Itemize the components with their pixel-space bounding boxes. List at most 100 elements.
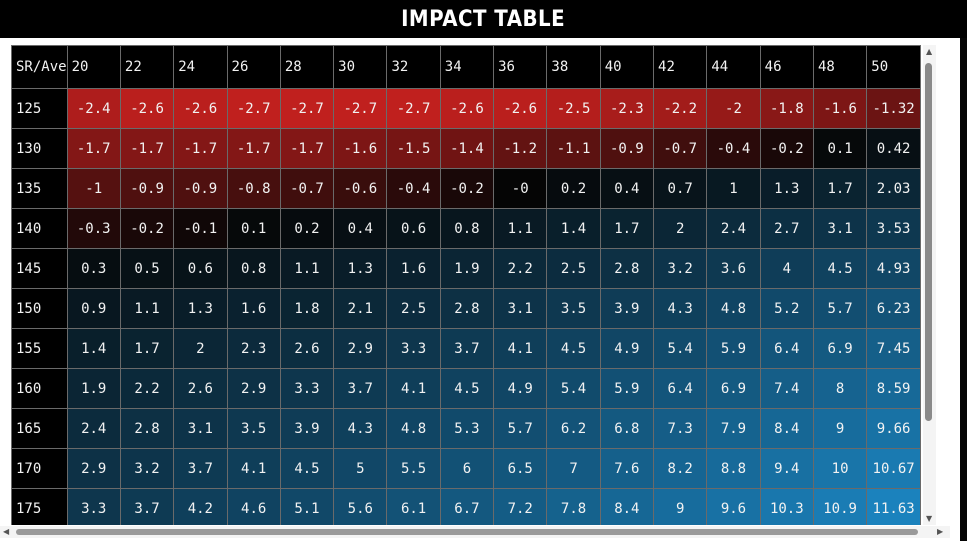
impact-cell: 1.1 [119, 288, 175, 329]
row-header: 150 [11, 288, 68, 329]
impact-cell: 3.5 [546, 288, 601, 329]
row-header: 175 [11, 488, 68, 525]
scroll-right-icon[interactable]: ▶ [937, 527, 944, 536]
impact-cell: 10 [812, 448, 868, 489]
horizontal-scrollbar[interactable]: ◀ ▶ [0, 526, 950, 538]
impact-cell: 6.9 [812, 328, 868, 369]
impact-cell: 7.45 [866, 328, 921, 369]
impact-cell: -1.5 [386, 128, 441, 169]
impact-cell: 4.1 [386, 368, 441, 409]
impact-cell: -1.6 [812, 88, 868, 129]
impact-cell: -2.5 [546, 88, 601, 129]
impact-cell: -2.6 [493, 88, 548, 129]
impact-cell: -0.9 [173, 168, 228, 209]
scroll-left-icon[interactable]: ◀ [3, 527, 10, 536]
impact-cell: -0.9 [119, 168, 175, 209]
table-row: 155 1.4 1.7 2 2.3 2.6 2.9 3.3 3.7 4.1 4.5 4.9 5.4 5.9… [11, 328, 921, 369]
column-header: 44 [706, 45, 761, 89]
table-viewport[interactable]: SR/Ave 20 22 24 26 28 30 32 34 36 38 40 42 44 46 48 50 … [11, 45, 921, 525]
impact-cell: 1.6 [386, 248, 441, 289]
impact-cell: 2.9 [333, 328, 388, 369]
impact-cell: 1.6 [226, 288, 281, 329]
column-header: 34 [439, 45, 495, 89]
impact-cell: 2.2 [493, 248, 548, 289]
impact-cell: -0.8 [226, 168, 281, 209]
impact-cell: -0.2 [439, 168, 495, 209]
impact-cell: 0.3 [66, 248, 121, 289]
impact-cell: 3.5 [226, 408, 281, 449]
impact-cell: 9 [812, 408, 868, 449]
impact-cell: -1 [66, 168, 121, 209]
impact-cell: 1.3 [759, 168, 814, 209]
impact-cell: 1.7 [119, 328, 175, 369]
impact-cell: -0.2 [119, 208, 175, 249]
impact-cell: -0 [493, 168, 548, 209]
impact-cell: 0.8 [439, 208, 495, 249]
impact-cell: 10.9 [812, 488, 868, 525]
column-header: 26 [226, 45, 281, 89]
impact-cell: -2.3 [599, 88, 655, 129]
column-header: 24 [173, 45, 228, 89]
impact-cell: 1.4 [66, 328, 121, 369]
impact-cell: 3.6 [706, 248, 761, 289]
impact-cell: 5.9 [706, 328, 761, 369]
impact-cell: 4.9 [599, 328, 655, 369]
impact-cell: 8.4 [759, 408, 814, 449]
table-row: 145 0.3 0.5 0.6 0.8 1.1 1.3 1.6 1.9 2.2 2.5 2.8 3.2 3… [11, 248, 921, 289]
impact-cell: 3.1 [812, 208, 868, 249]
impact-cell: 4.93 [866, 248, 921, 289]
impact-cell: -1.7 [173, 128, 228, 169]
impact-cell: -2 [706, 88, 761, 129]
column-header: 28 [279, 45, 335, 89]
impact-cell: 1.1 [279, 248, 335, 289]
impact-cell: 4.3 [333, 408, 388, 449]
horizontal-scroll-thumb[interactable] [16, 529, 918, 535]
impact-cell: 4.1 [493, 328, 548, 369]
impact-cell: 5.6 [333, 488, 388, 525]
impact-cell: 0.5 [119, 248, 175, 289]
impact-cell: 2.7 [759, 208, 814, 249]
impact-cell: 0.2 [279, 208, 335, 249]
vertical-scroll-thumb[interactable] [925, 63, 932, 421]
right-edge [960, 38, 967, 541]
impact-cell: 5.7 [493, 408, 548, 449]
impact-cell: 0.7 [653, 168, 708, 209]
impact-cell: 6.23 [866, 288, 921, 329]
impact-cell: 8.8 [706, 448, 761, 489]
column-header: 38 [546, 45, 601, 89]
impact-cell: -1.7 [279, 128, 335, 169]
impact-cell: 3.1 [173, 408, 228, 449]
table-row: 175 3.3 3.7 4.2 4.6 5.1 5.6 6.1 6.7 7.2 7.8 8.4 9 9.6… [11, 488, 921, 525]
scroll-up-icon[interactable]: ▲ [926, 47, 933, 56]
column-header: 22 [119, 45, 175, 89]
impact-cell: 4 [759, 248, 814, 289]
column-header: 46 [759, 45, 814, 89]
table-row: 135 -1 -0.9 -0.9 -0.8 -0.7 -0.6 -0.4 -0.2 -0 0.2 0.… [11, 168, 921, 209]
impact-cell: 2.1 [333, 288, 388, 329]
impact-cell: 2.4 [66, 408, 121, 449]
row-header: 125 [11, 88, 68, 129]
impact-cell: 3.2 [119, 448, 175, 489]
column-header: 36 [493, 45, 548, 89]
impact-cell: 4.5 [439, 368, 495, 409]
impact-cell: 7.4 [759, 368, 814, 409]
impact-cell: 0.6 [386, 208, 441, 249]
impact-cell: 2.6 [173, 368, 228, 409]
impact-cell: 6.4 [653, 368, 708, 409]
vertical-scrollbar[interactable]: ▲ ▼ [923, 45, 936, 525]
impact-cell: -0.3 [66, 208, 121, 249]
impact-cell: 2.4 [706, 208, 761, 249]
impact-cell: 1.7 [599, 208, 655, 249]
impact-cell: 5.7 [812, 288, 868, 329]
impact-cell: -0.4 [706, 128, 761, 169]
table-row: 150 0.9 1.1 1.3 1.6 1.8 2.1 2.5 2.8 3.1 3.5 3.9 4.3 4… [11, 288, 921, 329]
scroll-down-icon[interactable]: ▼ [926, 514, 933, 523]
impact-cell: -2.6 [439, 88, 495, 129]
impact-cell: 5.9 [599, 368, 655, 409]
impact-cell: 6.2 [546, 408, 601, 449]
impact-cell: -2.6 [173, 88, 228, 129]
impact-cell: 6.1 [386, 488, 441, 525]
impact-cell: 6.8 [599, 408, 655, 449]
impact-cell: -0.7 [279, 168, 335, 209]
impact-cell: 8.4 [599, 488, 655, 525]
